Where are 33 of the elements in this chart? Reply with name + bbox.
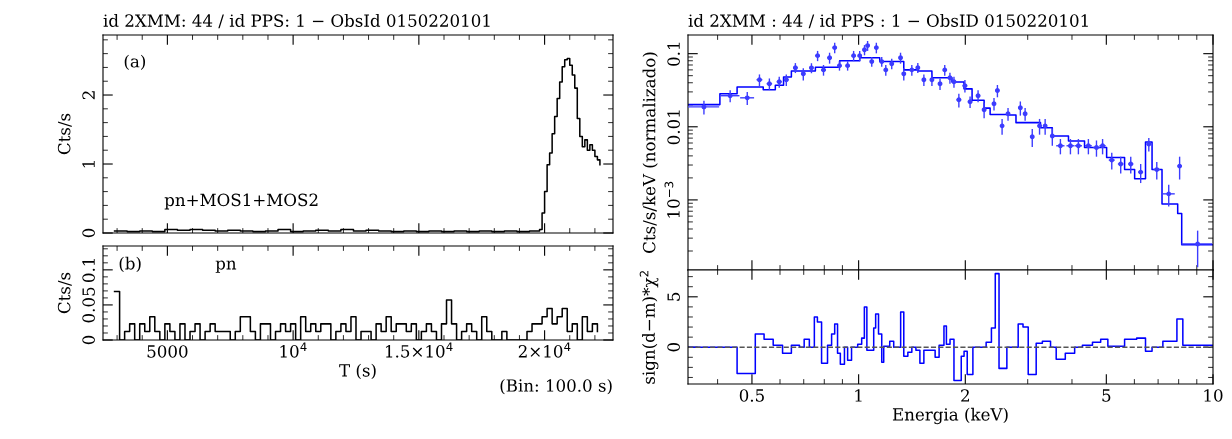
y-axis-title: sign(d−m)*χ$^{2}$	[639, 271, 659, 384]
y-tick-label: 0.1	[82, 258, 95, 282]
y-axis-title: Cts/s	[57, 272, 72, 314]
x-tick-label: 2×10$^{4}$	[518, 342, 571, 358]
annotation: pn+MOS1+MOS2	[164, 193, 318, 210]
annotation: (b)	[119, 256, 141, 272]
y-tick-label: 2	[82, 91, 95, 100]
y-tick-label: 5	[667, 292, 680, 301]
x-tick-label: 10	[1204, 389, 1223, 402]
x-tick-label: 1.5×10$^{4}$	[385, 342, 453, 358]
text: (Bin: 100.0 s)	[500, 378, 612, 395]
x-tick-label: 5	[1102, 389, 1111, 402]
x-tick-label: 2	[961, 389, 969, 402]
chart-title: id 2XMM : 44 / id PPS : 1 − ObsID 0150220101	[688, 14, 1088, 29]
y-tick-label: 0.1	[667, 42, 680, 66]
annotation: (a)	[124, 54, 146, 70]
y-axis-title: Cts/s	[57, 113, 72, 155]
x-axis-title: T (s)	[339, 363, 376, 380]
x-tick-label: 1	[855, 389, 862, 402]
y-tick-label: 0.05	[82, 287, 95, 323]
y-tick-label: 0	[82, 228, 95, 238]
y-tick-label: 0	[82, 335, 95, 345]
x-axis-title: Energia (keV)	[892, 407, 1008, 425]
y-tick-label: 10$^{−3}$	[664, 181, 680, 218]
y-tick-label: 0	[667, 343, 680, 352]
x-tick-label: 0.5	[739, 389, 764, 402]
y-tick-label: 0.01	[667, 110, 680, 145]
annotation: pn	[215, 260, 237, 273]
y-tick-label: 1	[82, 161, 95, 168]
chart-title: id 2XMM: 44 / id PPS: 1 − ObsId 0150220101	[103, 14, 490, 29]
y-axis-title: Cts/s/keV (normalizado)	[642, 52, 658, 253]
x-tick-label: 5000	[147, 345, 188, 358]
x-tick-label: 10$^{4}$	[280, 342, 307, 358]
